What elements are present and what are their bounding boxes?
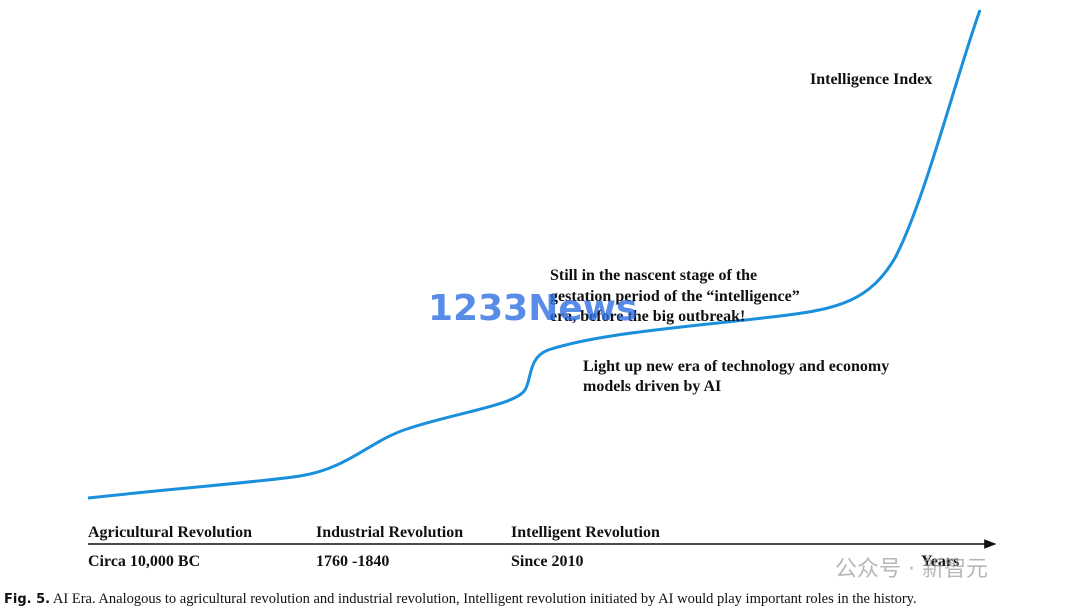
era-time: Since 2010	[511, 553, 583, 570]
era-name: Agricultural Revolution	[88, 524, 252, 541]
annotation: era, before the big outbreak!	[550, 308, 745, 325]
era-name: Intelligent Revolution	[511, 524, 660, 541]
caption-text: AI Era. Analogous to agricultural revolu…	[53, 591, 917, 607]
axis-label: Intelligence Index	[810, 71, 932, 88]
annotation: models driven by AI	[583, 378, 721, 395]
watermark: 公众号 · 新智元	[835, 557, 988, 582]
annotation: gestation period of the “intelligence”	[550, 288, 800, 305]
era-name: Industrial Revolution	[316, 524, 463, 541]
growth-curve	[87, 9, 982, 500]
era-time: Circa 10,000 BC	[88, 553, 200, 570]
annotation: Light up new era of technology and econo…	[583, 358, 889, 375]
axis-label: Years	[921, 553, 959, 570]
era-time: 1760 -1840	[316, 553, 389, 570]
annotation: Still in the nascent stage of the	[550, 267, 757, 284]
caption: Fig. 5. AI Era. Analogous to agricultura…	[4, 591, 917, 607]
caption-label: Fig. 5.	[4, 592, 50, 607]
watermark: 1233News	[428, 288, 637, 329]
